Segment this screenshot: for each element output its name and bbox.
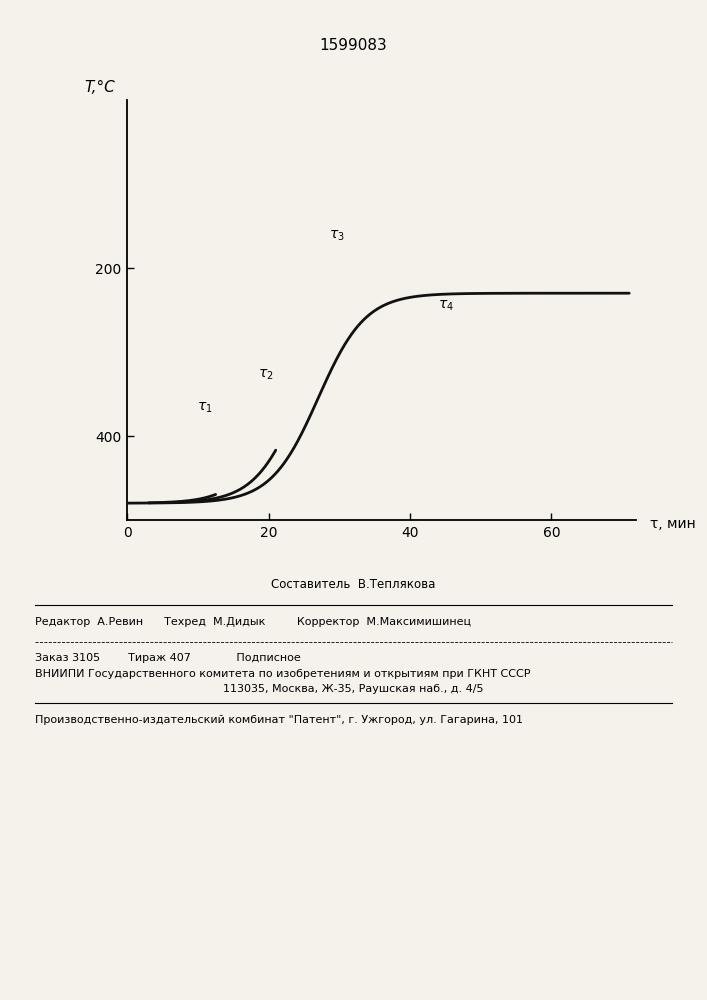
Text: T,°C: T,°C bbox=[85, 80, 115, 95]
Text: $\tau_3$: $\tau_3$ bbox=[329, 229, 344, 243]
Text: $\tau_1$: $\tau_1$ bbox=[197, 401, 212, 415]
Text: Составитель  В.Теплякова: Составитель В.Теплякова bbox=[271, 578, 436, 591]
Text: ВНИИПИ Государственного комитета по изобретениям и открытиям при ГКНТ СССР: ВНИИПИ Государственного комитета по изоб… bbox=[35, 669, 531, 679]
Text: 1599083: 1599083 bbox=[320, 37, 387, 52]
Text: Заказ 3105        Тираж 407             Подписное: Заказ 3105 Тираж 407 Подписное bbox=[35, 653, 301, 663]
Text: Редактор  А.Ревин      Техред  М.Дидык         Корректор  М.Максимишинец: Редактор А.Ревин Техред М.Дидык Корректо… bbox=[35, 617, 472, 627]
Text: $\tau_4$: $\tau_4$ bbox=[438, 298, 455, 313]
Text: Производственно-издательский комбинат "Патент", г. Ужгород, ул. Гагарина, 101: Производственно-издательский комбинат "П… bbox=[35, 715, 523, 725]
Text: $\tau_2$: $\tau_2$ bbox=[258, 367, 274, 382]
Text: τ, мин: τ, мин bbox=[650, 517, 696, 531]
Text: 113035, Москва, Ж-35, Раушская наб., д. 4/5: 113035, Москва, Ж-35, Раушская наб., д. … bbox=[223, 684, 484, 694]
